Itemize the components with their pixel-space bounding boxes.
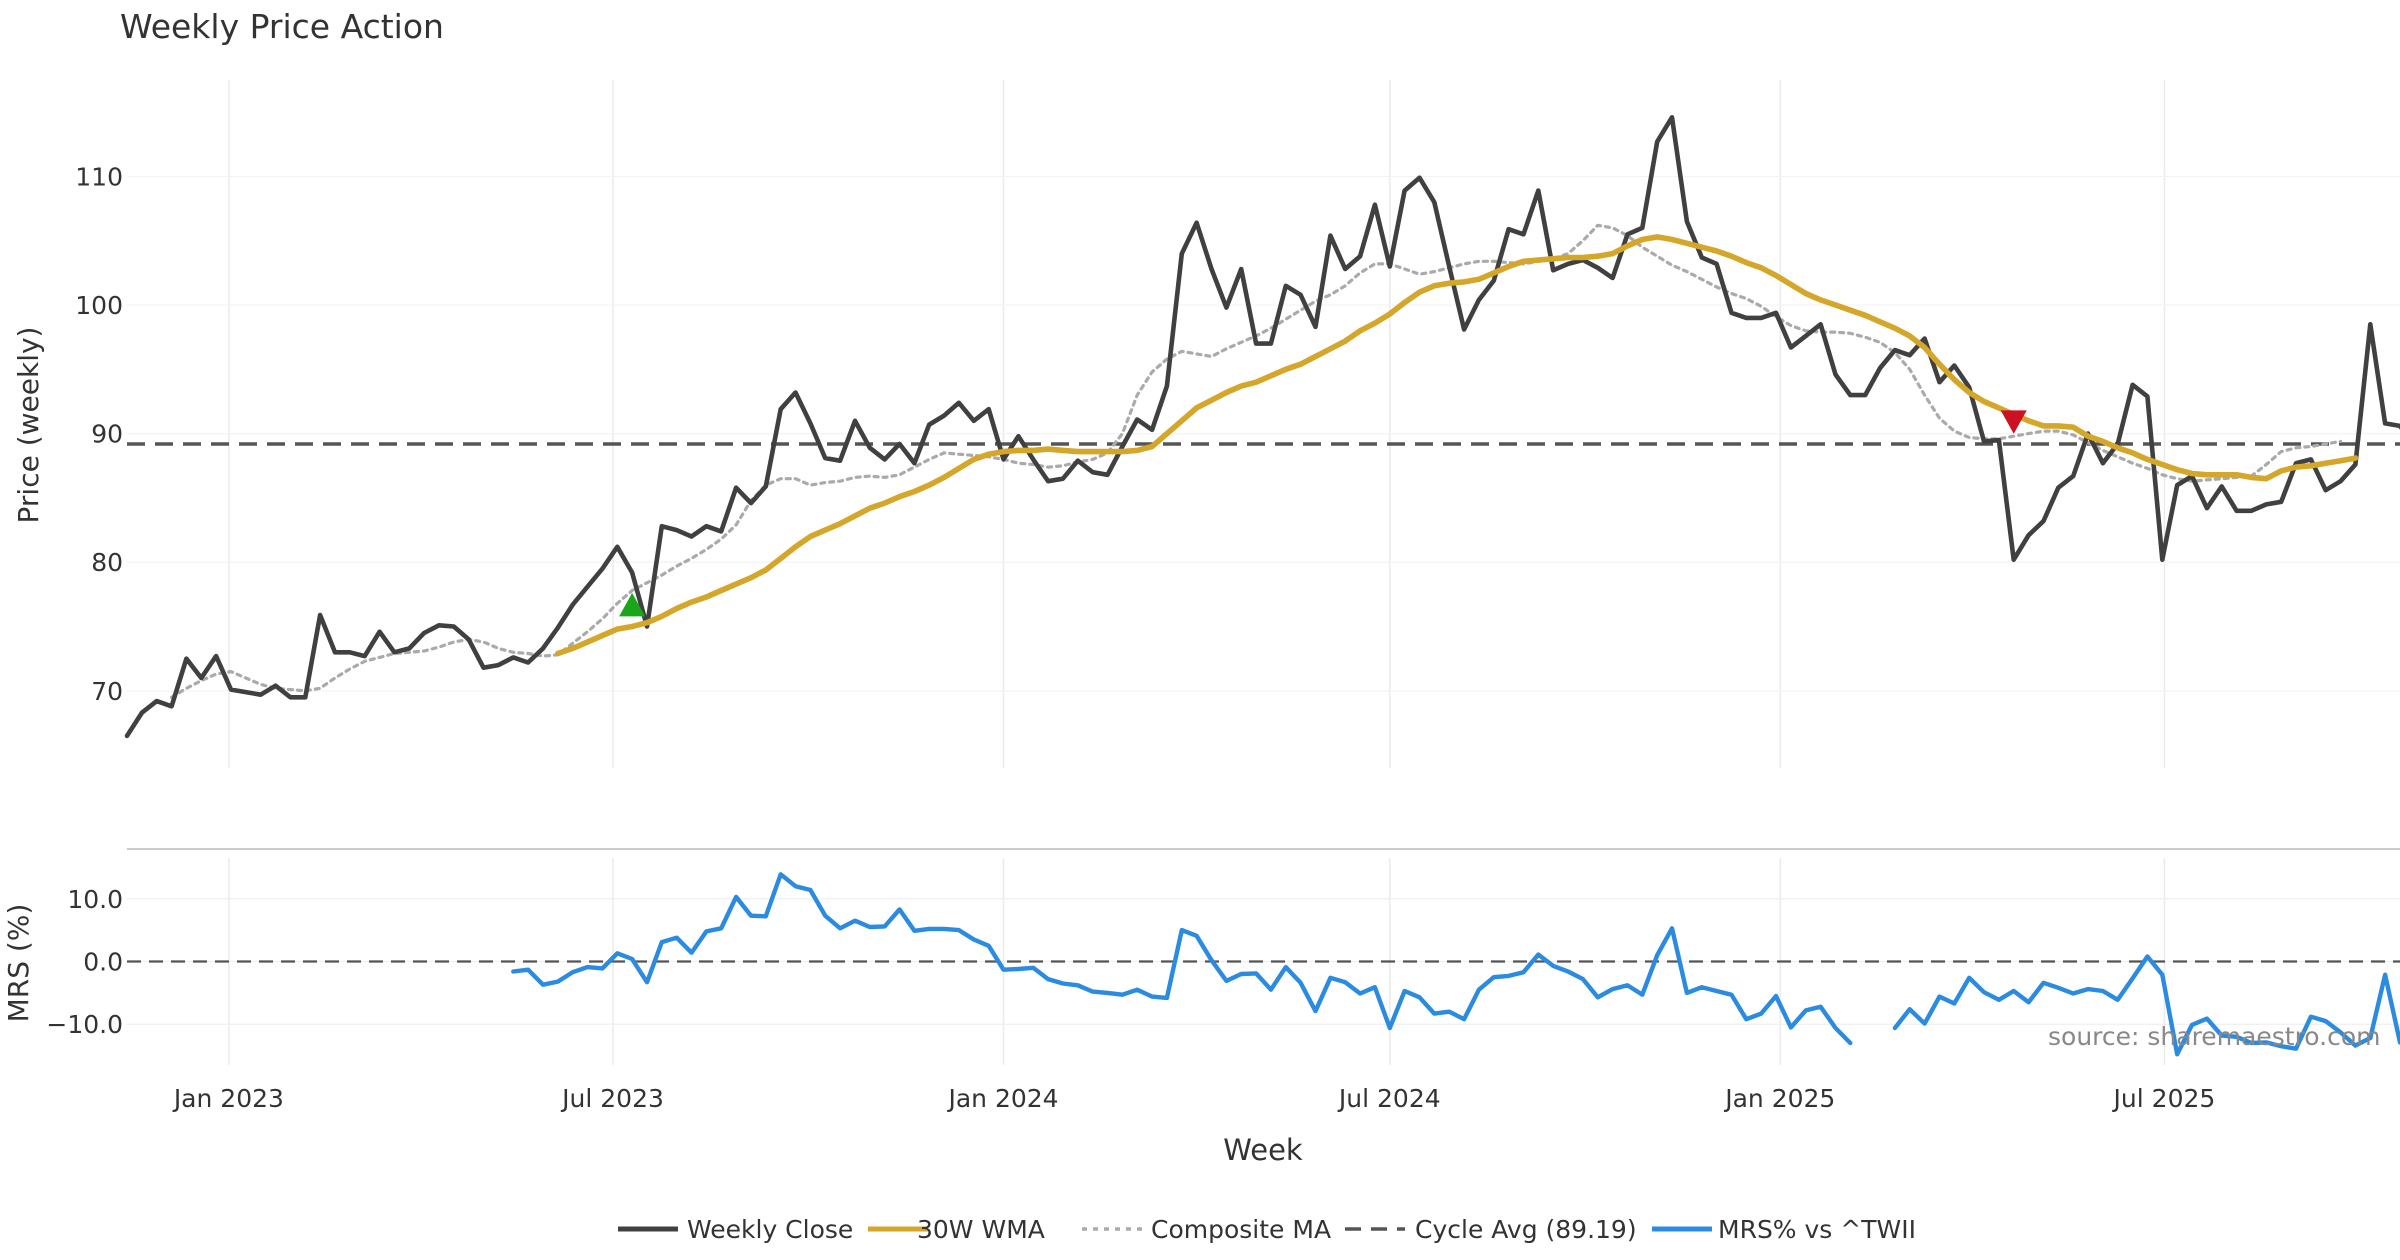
price-y-tick-1: 80 (91, 548, 123, 577)
price-y-tick-3: 100 (75, 291, 123, 320)
series-line-composite (170, 223, 2343, 699)
x-tick-label-3: Jul 2024 (1337, 1084, 1441, 1113)
legend-label-mrs: MRS% vs ^TWII (1718, 1215, 1916, 1244)
x-tick-label-0: Jan 2023 (172, 1084, 284, 1113)
legend-label-wma: 30W WMA (917, 1215, 1045, 1244)
price-y-tick-2: 90 (91, 420, 123, 449)
x-tick-label-1: Jul 2023 (560, 1084, 664, 1113)
mrs-line-segment-1 (1892, 954, 2400, 1057)
x-tick-label-2: Jan 2024 (946, 1084, 1058, 1113)
watermark: source: sharemaestro.com (2048, 1022, 2381, 1051)
price-y-tick-0: 70 (91, 677, 123, 706)
price-y-axis-ticks: 70 80 90 100 110 (75, 162, 123, 705)
chart-title: Weekly Price Action (120, 7, 444, 46)
legend-label-composite: Composite MA (1151, 1215, 1331, 1244)
sell-signal-marker (2000, 410, 2027, 434)
signal-markers (619, 410, 2027, 617)
mrs-series (511, 872, 2400, 1057)
series-line-close (124, 115, 2400, 739)
price-series (124, 115, 2400, 739)
x-axis-label: Week (1223, 1133, 1303, 1167)
mrs-line-segment-0 (511, 872, 1853, 1046)
legend-label-cycle: Cycle Avg (89.19) (1415, 1215, 1637, 1244)
price-y-tick-4: 110 (75, 162, 123, 191)
legend: Weekly Close 30W WMA Composite MA Cycle Avg… (618, 1215, 1916, 1244)
legend-label-close: Weekly Close (687, 1215, 853, 1244)
mrs-y-axis-ticks: 10.0 0.0 −10.0 (46, 885, 123, 1039)
x-tick-label-4: Jan 2025 (1723, 1084, 1835, 1113)
price-y-axis-label: Price (weekly) (12, 327, 45, 524)
mrs-y-axis-label: MRS (%) (2, 904, 35, 1023)
mrs-y-tick-0: 10.0 (67, 885, 123, 914)
buy-signal-marker (619, 592, 646, 617)
mrs-y-tick-1: 0.0 (83, 948, 123, 977)
mrs-y-tick-2: −10.0 (46, 1010, 123, 1039)
x-tick-label-5: Jul 2025 (2112, 1084, 2216, 1113)
series-line-wma (555, 234, 2359, 657)
x-axis-ticks: Jan 2023 Jul 2023 Jan 2024 Jul 2024 Jan 2025… (172, 1084, 2215, 1113)
